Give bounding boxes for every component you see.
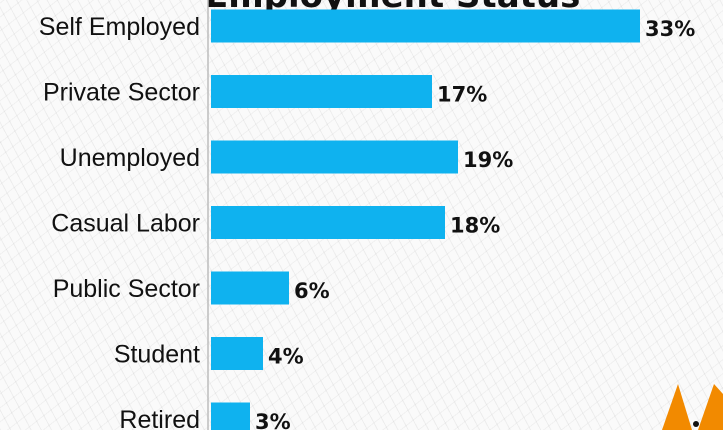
bar-unemployed (211, 140, 458, 174)
category-label-private-sector: Private Sector (43, 79, 200, 107)
value-label-student: 4% (268, 345, 304, 369)
bar-public-sector (211, 271, 289, 305)
category-label-casual-labor: Casual Labor (51, 210, 200, 238)
value-label-unemployed: 19% (463, 148, 513, 172)
logo-dot (693, 421, 699, 427)
category-label-student: Student (114, 341, 200, 369)
category-label-retired: Retired (119, 406, 200, 430)
value-label-private-sector: 17% (437, 83, 487, 107)
bar-retired (211, 402, 250, 430)
logo-shape-right (698, 384, 723, 430)
bar-student (211, 337, 263, 370)
bar-casual-labor (211, 206, 445, 239)
category-label-unemployed: Unemployed (60, 144, 200, 172)
bar-self-employed (211, 9, 640, 43)
category-label-public-sector: Public Sector (53, 275, 200, 303)
bar-marks: Self Employed 33% Private Sector 17% Unemplo… (39, 9, 695, 430)
value-label-public-sector: 6% (294, 279, 330, 303)
value-label-self-employed: 33% (645, 17, 695, 41)
category-label-self-employed: Self Employed (39, 13, 200, 41)
value-label-casual-labor: 18% (450, 214, 500, 238)
logo-shape-left (662, 384, 692, 430)
bar-private-sector (211, 75, 432, 108)
value-label-retired: 3% (255, 410, 291, 430)
brand-logo-mark (662, 384, 723, 430)
